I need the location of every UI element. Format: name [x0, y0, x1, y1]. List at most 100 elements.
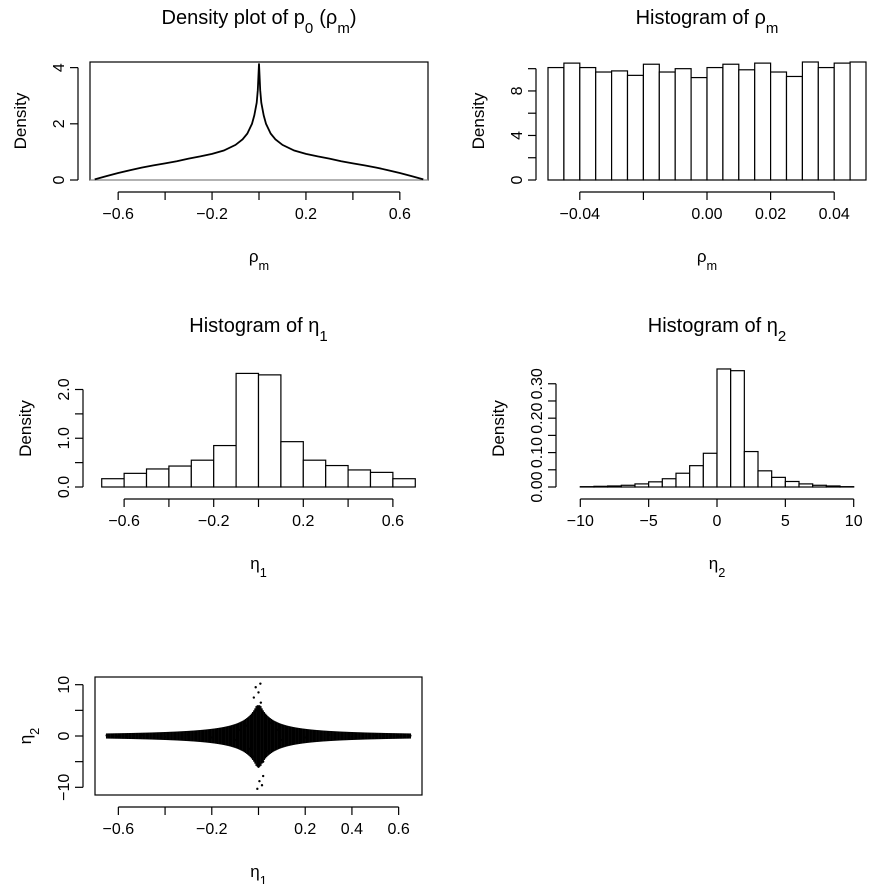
- y-tick-label: 4: [51, 63, 68, 72]
- x-tick-label: 0: [713, 513, 722, 530]
- histogram-bar: [642, 63, 660, 181]
- y-tick-label: 10: [56, 676, 73, 694]
- histogram-bar: [620, 484, 636, 488]
- x-tick-label: 0.6: [388, 821, 410, 838]
- scatter-point: [252, 696, 256, 699]
- x-axis-label: ρm: [697, 247, 717, 273]
- x-tick-label: 5: [781, 513, 790, 530]
- histogram-bar: [123, 472, 148, 488]
- chart-title: Histogram of ρm: [636, 7, 779, 37]
- scatter-points: [105, 682, 412, 791]
- scatter-point: [259, 701, 263, 704]
- histogram-bar: [213, 444, 237, 488]
- y-axis-label: Density: [469, 92, 488, 149]
- x-tick-label: 0.00: [691, 206, 722, 223]
- histogram-bar: [702, 452, 718, 488]
- plot-frame: [94, 676, 423, 796]
- histogram-bar: [145, 468, 170, 488]
- y-tick-label: 0.0: [56, 476, 73, 498]
- y-tick-label: 0.20: [529, 403, 546, 434]
- y-tick-label: 2: [51, 119, 68, 128]
- x-tick-label: 0.2: [294, 821, 316, 838]
- density-curve: [94, 63, 424, 181]
- histogram-bar: [833, 62, 851, 181]
- y-tick-label: 0.30: [529, 368, 546, 399]
- histogram-eta1-panel: Histogram of η1−0.6 −0.2 0.2 0.60.01.02.0η1…: [16, 315, 416, 580]
- y-tick-label: 8: [509, 86, 526, 95]
- x-tick-label: 0.4: [341, 821, 363, 838]
- histogram-bar: [825, 485, 841, 488]
- histogram-bar: [325, 464, 349, 488]
- text-run: Histogram of η: [189, 315, 319, 337]
- x-tick-label: −0.6: [108, 513, 140, 530]
- histogram-bar: [769, 71, 788, 181]
- histogram-bar: [563, 62, 581, 181]
- x-tick-label: 0.2: [295, 206, 317, 223]
- histogram-bar: [190, 459, 215, 488]
- histogram-bar: [280, 441, 304, 488]
- x-tick-label: 0.02: [755, 206, 786, 223]
- chart-title: Histogram of η1: [189, 315, 327, 345]
- histogram-bar: [690, 76, 708, 181]
- y-axis-label: η2: [16, 728, 42, 745]
- y-tick-label: 2.0: [56, 378, 73, 400]
- x-tick-label: −0.6: [103, 821, 135, 838]
- x-tick-label: −0.2: [198, 513, 230, 530]
- histogram-bar: [392, 478, 416, 488]
- y-axis-label: Density: [16, 400, 35, 457]
- histogram-bar: [626, 74, 644, 181]
- histogram-bar: [689, 465, 704, 488]
- y-axis-label: Density: [489, 400, 508, 457]
- x-axis-label: η2: [709, 554, 726, 580]
- text-run: η: [250, 862, 259, 881]
- y-tick-label: 1.0: [56, 427, 73, 449]
- histogram-bar: [757, 470, 773, 488]
- histogram-bar: [648, 481, 663, 488]
- scatter-point: [256, 787, 259, 791]
- x-tick-label: −0.04: [560, 206, 601, 223]
- chart-title: Density plot of p0 (ρm): [162, 7, 357, 37]
- y-tick-label: 0: [509, 175, 526, 184]
- histogram-bar: [675, 472, 691, 488]
- histogram-bar: [754, 62, 772, 181]
- histogram-bar: [716, 368, 732, 488]
- text-run: ρ: [249, 247, 259, 266]
- histogram-bar: [730, 370, 745, 488]
- x-tick-label: −0.6: [102, 206, 134, 223]
- scatter-point: [261, 774, 265, 778]
- y-axis-label: Density: [11, 92, 30, 149]
- y-tick-label: −10: [56, 774, 73, 801]
- scatter-point: [254, 686, 257, 689]
- text-run: η: [16, 735, 35, 744]
- x-tick-label: 0.04: [819, 206, 850, 223]
- histogram-bar: [347, 469, 372, 488]
- scatter-point: [257, 691, 260, 694]
- histogram-bar: [743, 450, 759, 488]
- histogram-bar: [784, 480, 800, 488]
- scatter-point: [258, 779, 261, 783]
- x-tick-label: −0.2: [196, 821, 228, 838]
- subscript: 1: [260, 565, 267, 580]
- histogram-bar: [771, 476, 786, 488]
- subscript: 0: [305, 20, 313, 37]
- text-run: η: [709, 554, 718, 573]
- x-axis-label: η1: [250, 862, 267, 884]
- y-tick-label: 4: [509, 131, 526, 140]
- histogram-bar: [722, 63, 740, 181]
- histogram-bar: [235, 372, 260, 488]
- histogram-bar: [547, 66, 565, 181]
- text-run: Density plot of p: [162, 7, 305, 29]
- histogram-bar: [634, 483, 650, 488]
- y-tick-label: 0: [56, 731, 73, 740]
- subscript: 1: [260, 873, 267, 884]
- histogram-eta2-panel: Histogram of η2−10 −5 0 5 100.000.100.200.30…: [489, 315, 863, 580]
- x-tick-label: −0.2: [196, 206, 228, 223]
- x-tick-label: 0.6: [382, 513, 404, 530]
- histogram-bar: [661, 478, 677, 488]
- x-tick-label: 10: [845, 513, 863, 530]
- histogram-bar: [610, 70, 629, 181]
- x-tick-label: −5: [640, 513, 658, 530]
- histogram-bar: [257, 374, 282, 488]
